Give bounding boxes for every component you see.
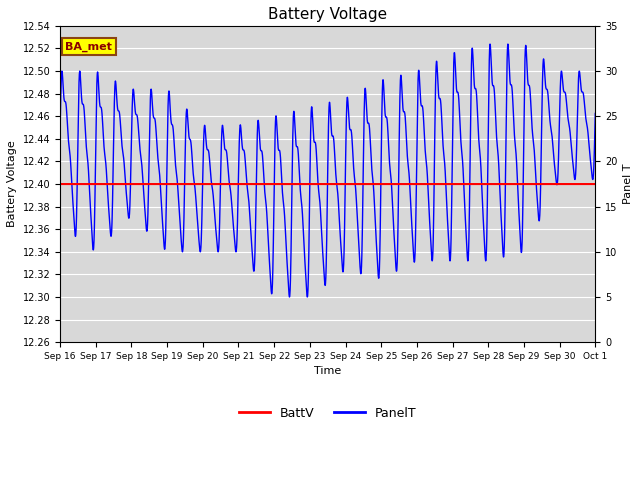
Legend: BattV, PanelT: BattV, PanelT	[234, 402, 421, 424]
Y-axis label: Battery Voltage: Battery Voltage	[7, 141, 17, 228]
Y-axis label: Panel T: Panel T	[623, 164, 633, 204]
Title: Battery Voltage: Battery Voltage	[268, 7, 387, 22]
Text: BA_met: BA_met	[65, 42, 113, 52]
X-axis label: Time: Time	[314, 367, 341, 376]
